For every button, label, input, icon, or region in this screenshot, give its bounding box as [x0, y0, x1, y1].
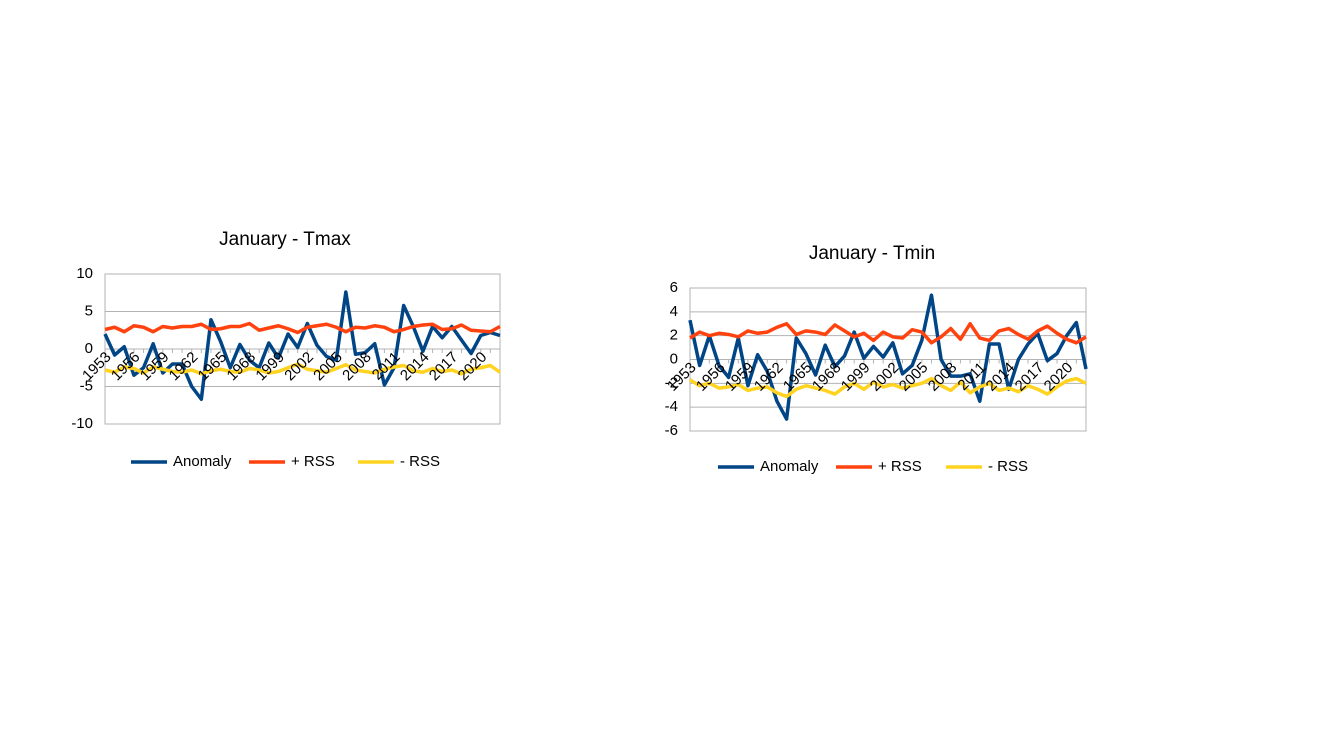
- x-tick-label: 2020: [1041, 359, 1077, 395]
- y-tick-label: -4: [665, 398, 678, 415]
- y-tick-label: -6: [665, 422, 678, 439]
- x-tick-label: 1962: [166, 349, 202, 385]
- y-tick-label: 10: [76, 265, 93, 282]
- legend-label: - RSS: [988, 458, 1028, 475]
- y-tick-label: 0: [670, 350, 678, 367]
- x-tick-label: 1968: [224, 349, 260, 385]
- series-line: [103, 290, 501, 401]
- y-tick-label: 2: [670, 327, 678, 344]
- legend-label: - RSS: [400, 453, 440, 470]
- y-tick-label: 4: [670, 303, 678, 320]
- x-tick-label: 1999: [838, 359, 874, 395]
- series-line: [689, 376, 1087, 399]
- legend-label: + RSS: [291, 453, 335, 470]
- x-tick-label: 2014: [397, 349, 433, 385]
- x-tick-label: 1959: [137, 349, 173, 385]
- x-tick-label: 2017: [426, 349, 462, 385]
- chart-title: January - Tmax: [219, 229, 351, 250]
- series-line: [688, 293, 1088, 421]
- y-tick-label: -2: [665, 374, 678, 391]
- y-tick-label: -5: [80, 377, 93, 394]
- x-tick-label: 2002: [281, 349, 317, 385]
- y-tick-label: 5: [85, 302, 93, 319]
- legend-label: Anomaly: [760, 458, 819, 475]
- x-tick-label: 1999: [252, 349, 288, 385]
- chart-title: January - Tmin: [809, 243, 935, 264]
- series-line: [104, 362, 502, 376]
- x-tick-label: 2008: [339, 349, 375, 385]
- series-line: [689, 322, 1087, 345]
- legend-label: Anomaly: [173, 453, 232, 470]
- y-tick-label: 0: [85, 340, 93, 357]
- series-line: [104, 321, 501, 335]
- x-tick-label: 2002: [867, 359, 903, 395]
- y-tick-label: 6: [670, 279, 678, 296]
- legend-label: + RSS: [878, 458, 922, 475]
- y-tick-label: -10: [71, 415, 93, 432]
